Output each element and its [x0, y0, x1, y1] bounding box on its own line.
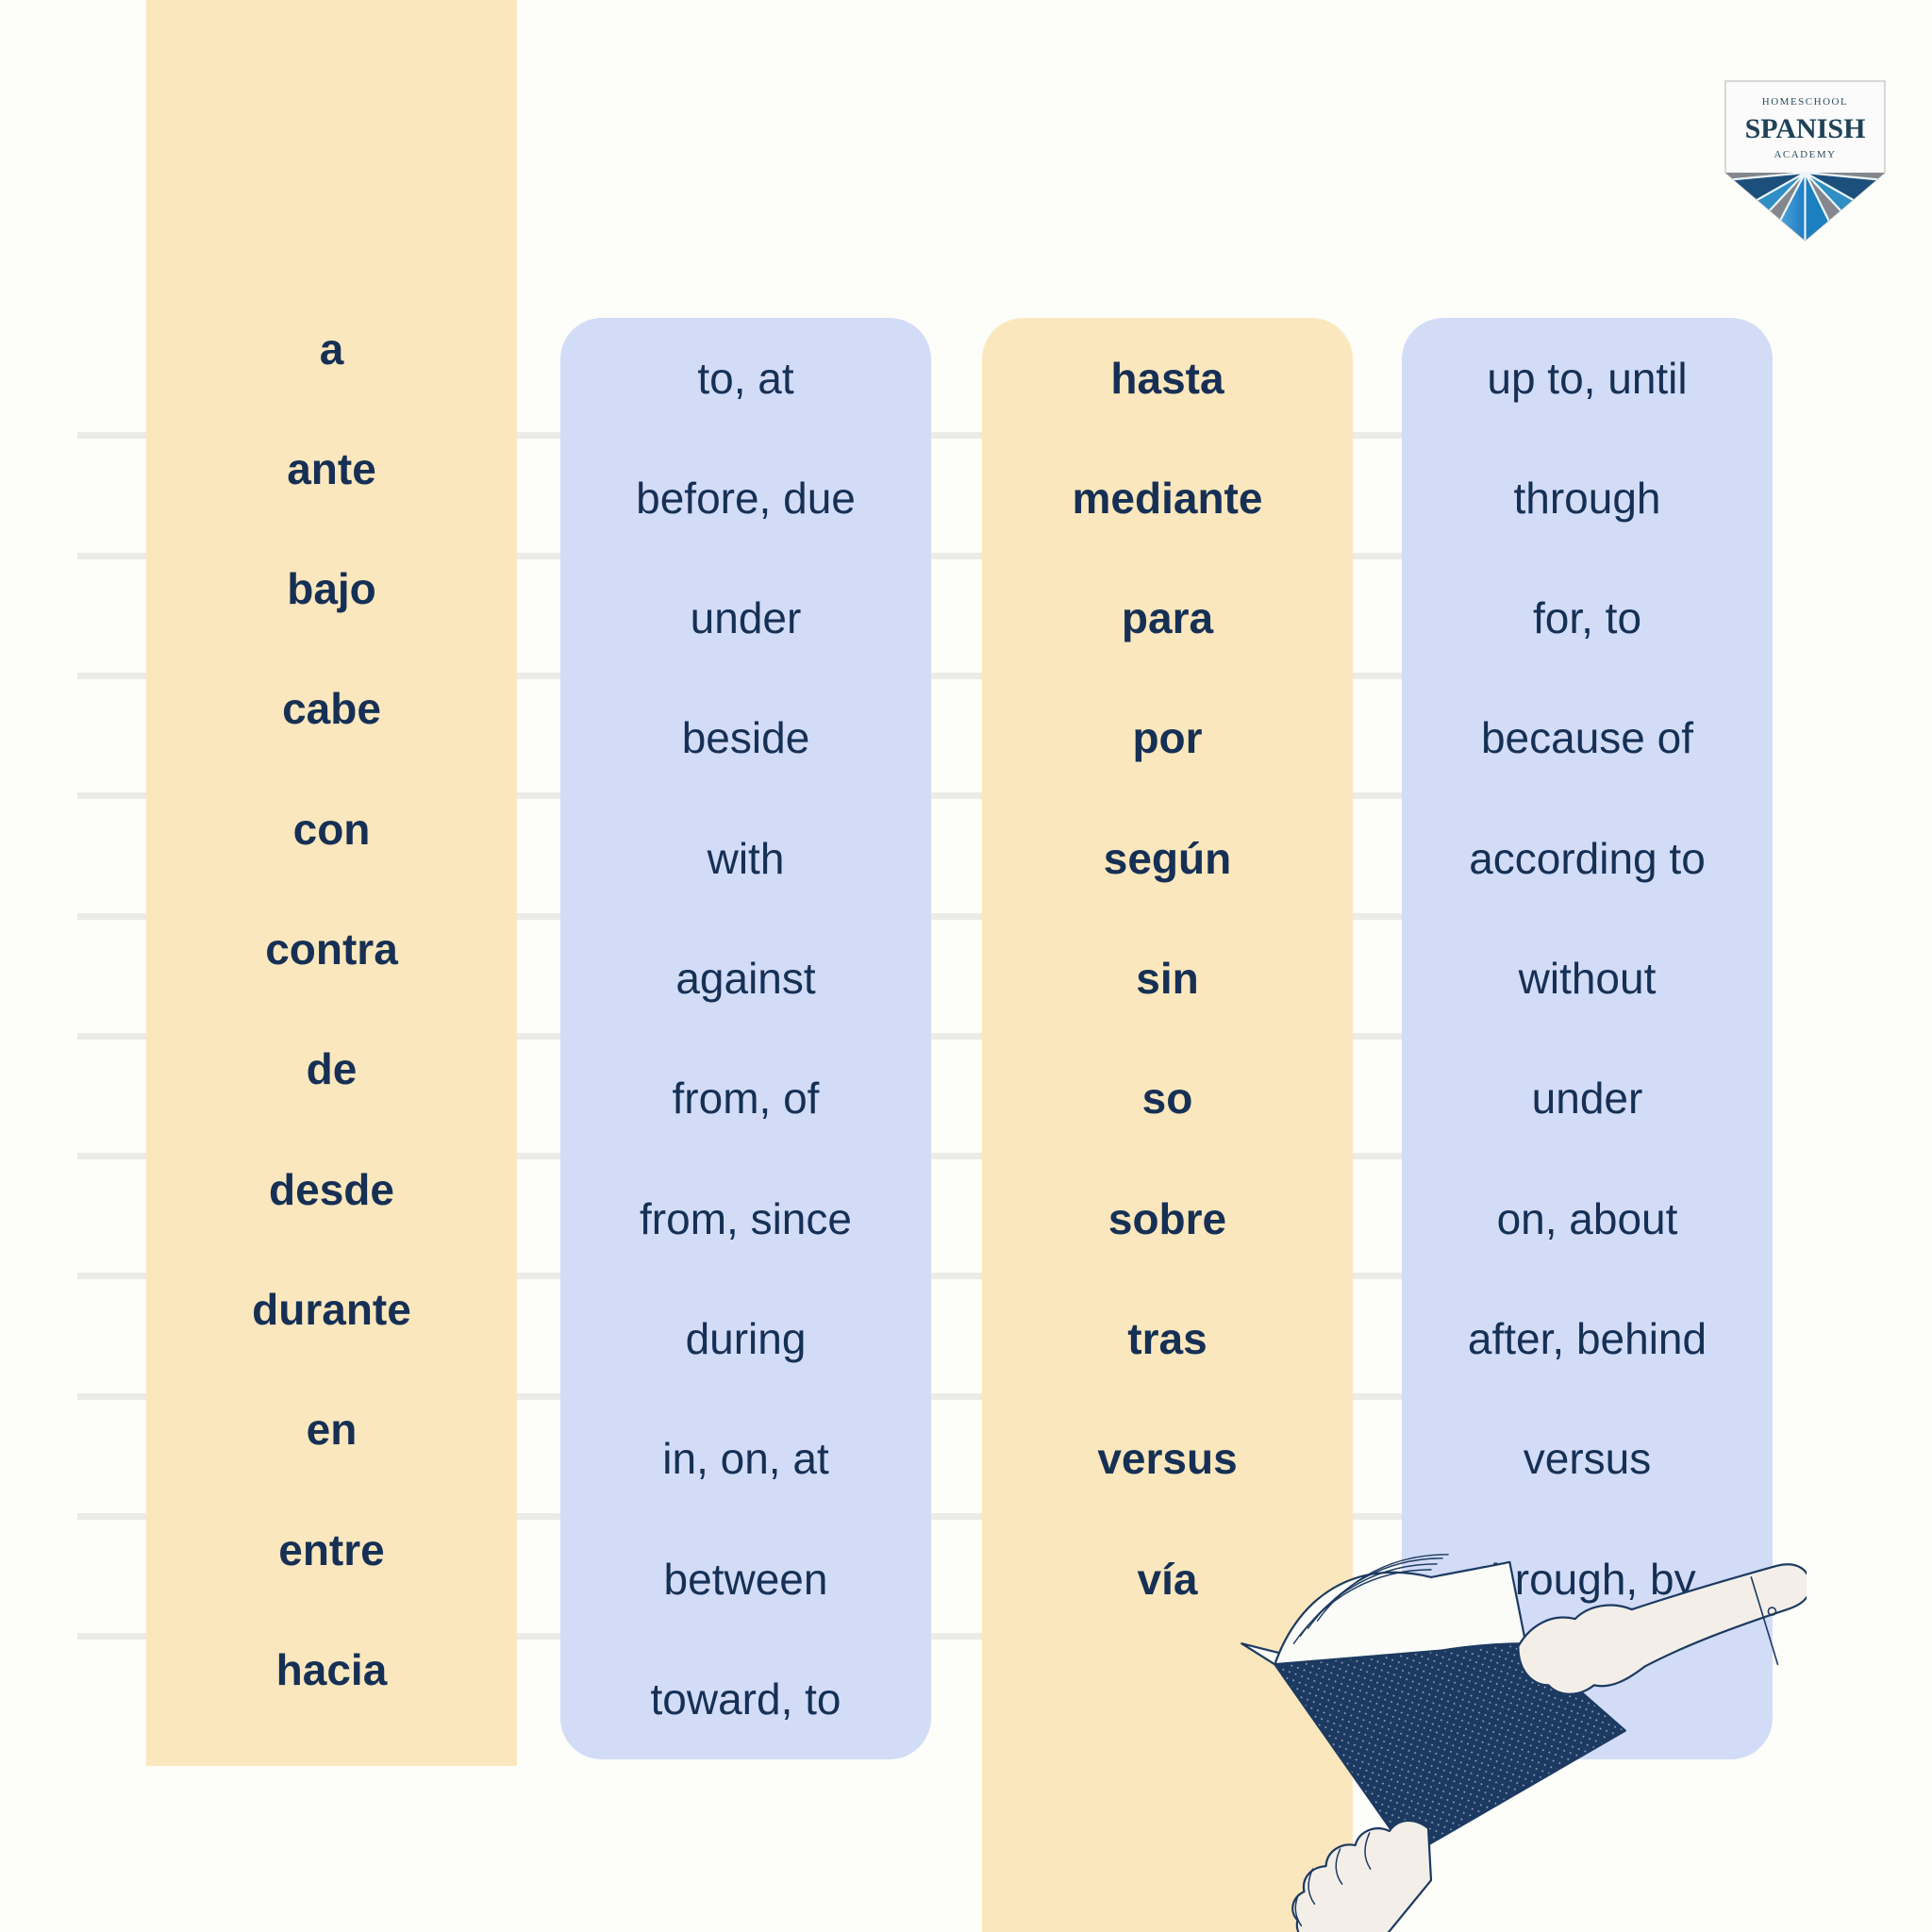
svg-text:ACADEMY: ACADEMY: [1774, 149, 1836, 160]
svg-text:HOMESCHOOL: HOMESCHOOL: [1762, 96, 1848, 108]
svg-text:SPANISH: SPANISH: [1745, 113, 1866, 144]
